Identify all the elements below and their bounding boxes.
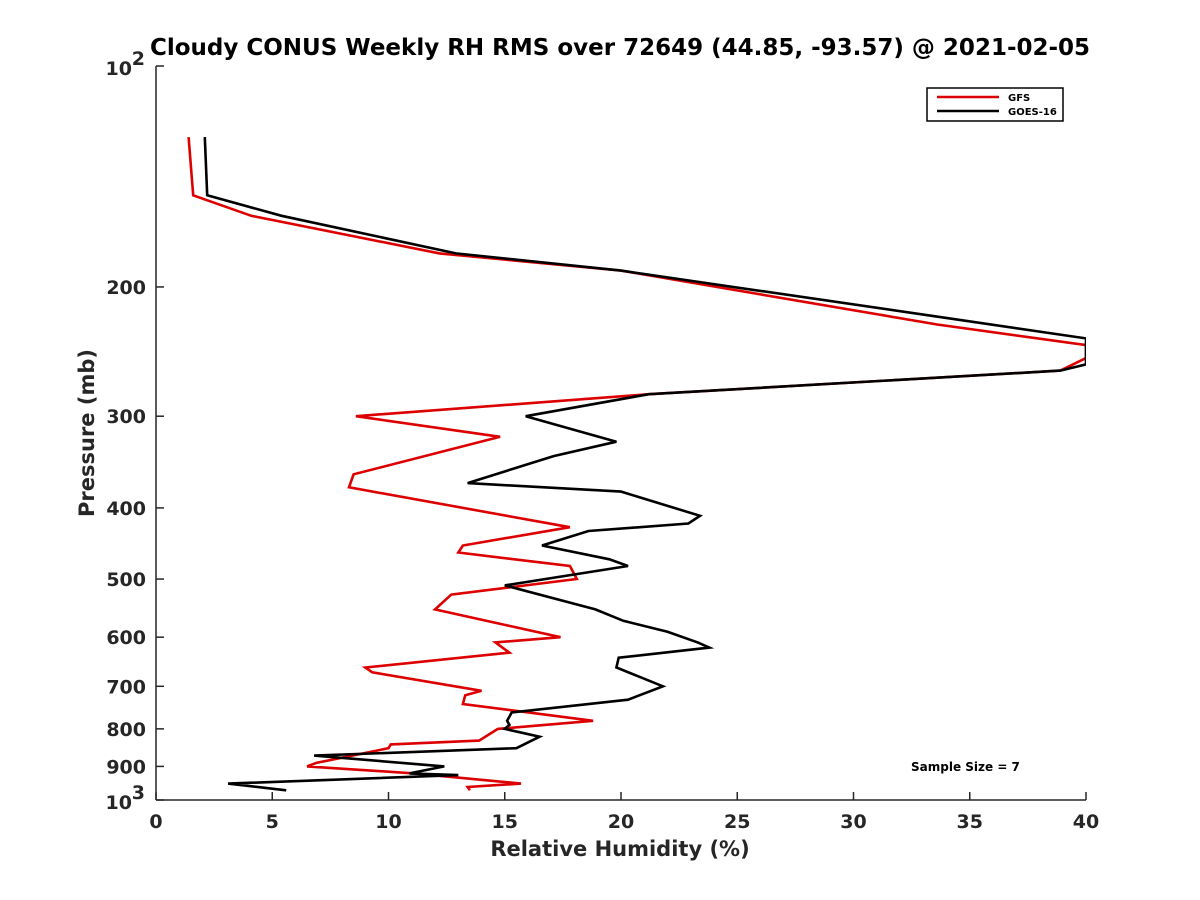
legend-box xyxy=(926,87,1064,122)
x-tick-label: 30 xyxy=(840,811,866,833)
y-tick-label: 900 xyxy=(106,756,146,778)
y-tick-label: 10 xyxy=(106,792,132,814)
y-tick-exponent: 2 xyxy=(132,48,145,70)
y-tick-label: 200 xyxy=(106,277,146,299)
legend-label-gfs: GFS xyxy=(1008,93,1030,104)
axes-layer: 0 5 10 15 20 25 30 35 40 200 300 400 500 600 700 800 900… xyxy=(106,48,1100,833)
y-tick-label: 300 xyxy=(106,406,146,428)
y-tick-exponent: 3 xyxy=(132,782,145,804)
sample-size-annotation: Sample Size = 7 xyxy=(911,760,1020,774)
y-tick-label: 10 xyxy=(106,58,132,80)
x-axis-label: Relative Humidity (%) xyxy=(490,837,749,861)
y-axis-label: Pressure (mb) xyxy=(75,349,99,517)
y-tick-label: 400 xyxy=(106,498,146,520)
y-tick-label: 600 xyxy=(106,627,146,649)
chart-title: Cloudy CONUS Weekly RH RMS over 72649 (4… xyxy=(150,35,1090,61)
legend-label-goes-16: GOES-16 xyxy=(1008,107,1057,118)
x-tick-label: 25 xyxy=(724,811,750,833)
x-tick-label: 20 xyxy=(608,811,634,833)
y-tick-label: 800 xyxy=(106,719,146,741)
x-tick-label: 35 xyxy=(957,811,983,833)
series-line-goes-16 xyxy=(203,137,1086,792)
y-tick-label: 500 xyxy=(106,569,146,591)
x-tick-label: 5 xyxy=(266,811,279,833)
x-tick-label: 0 xyxy=(149,811,162,833)
x-tick-label: 15 xyxy=(492,811,518,833)
y-tick-label: 700 xyxy=(106,676,146,698)
legend: GFS GOES-16 xyxy=(926,87,1064,122)
x-tick-label: 40 xyxy=(1073,811,1099,833)
x-tick-label: 10 xyxy=(375,811,401,833)
series-layer xyxy=(187,136,1086,792)
series-line-gfs xyxy=(187,136,1086,792)
